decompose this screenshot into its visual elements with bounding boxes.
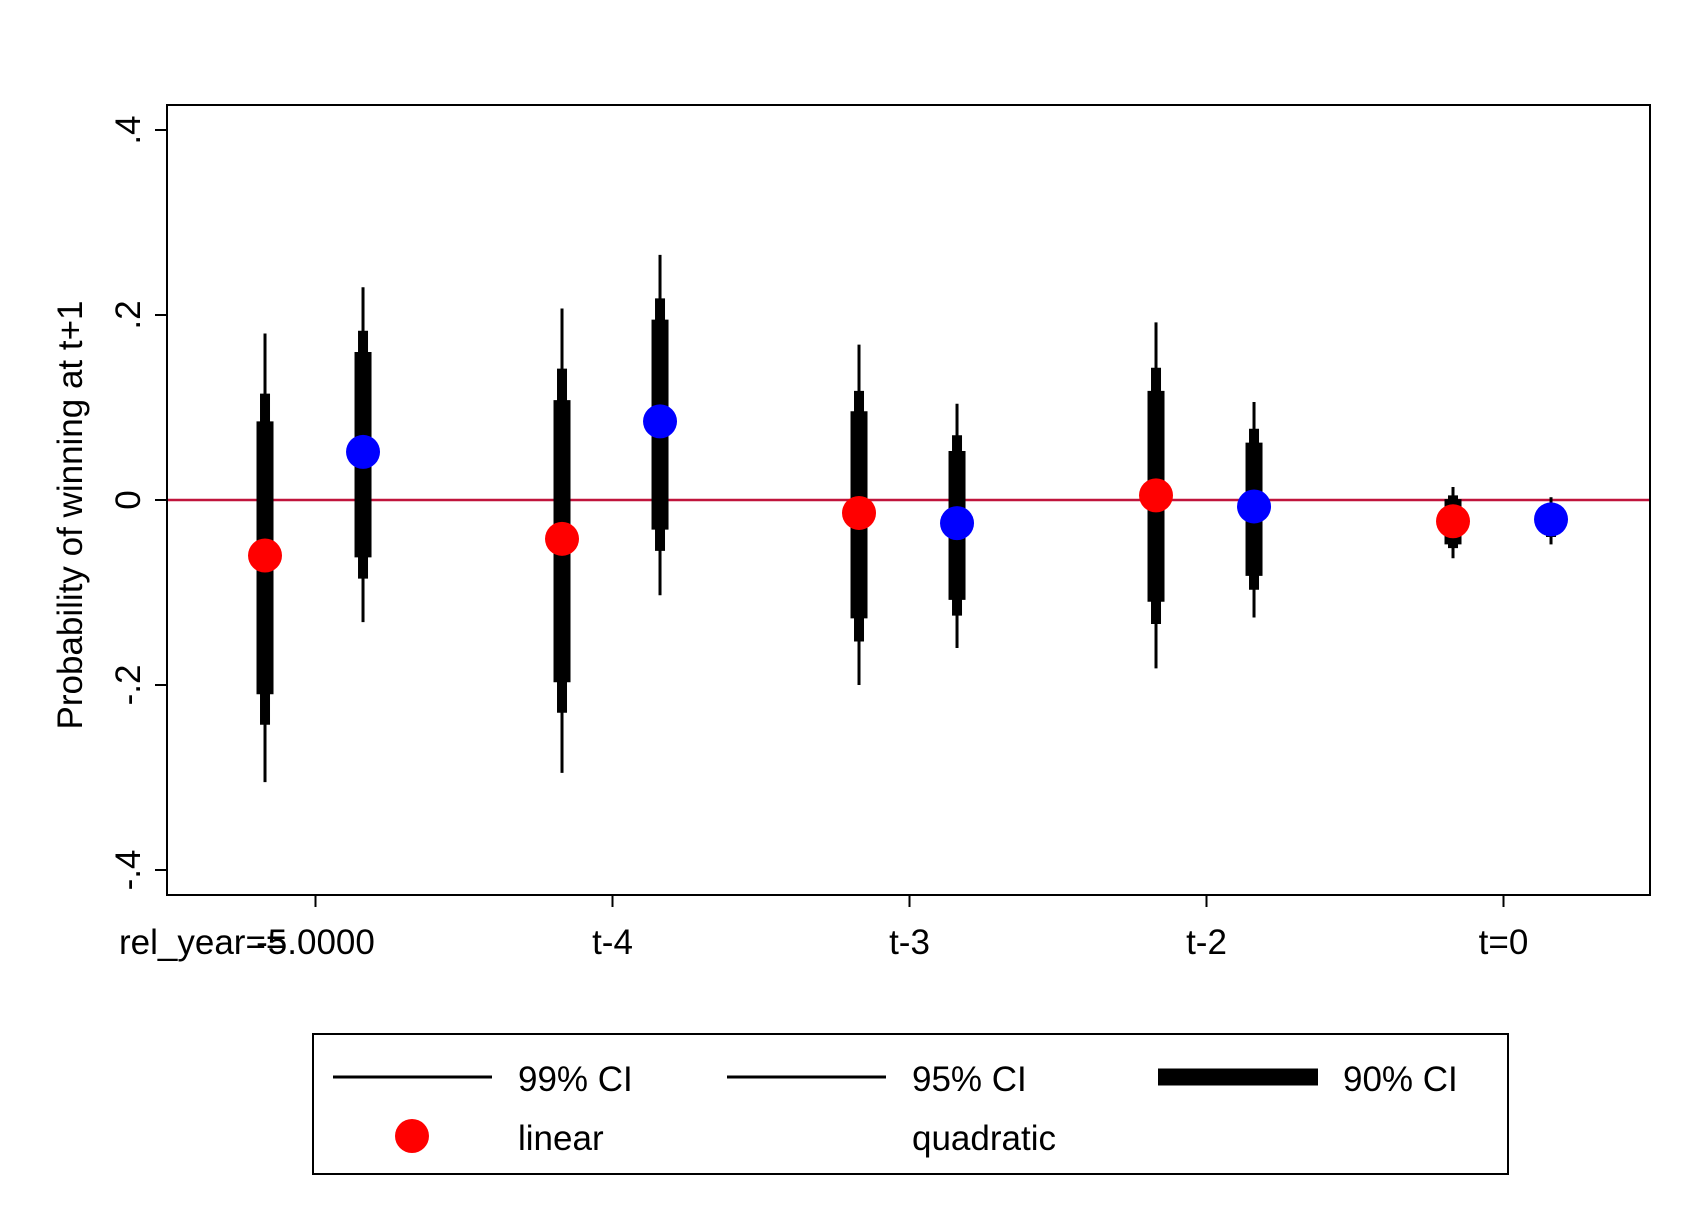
legend-box [312,1033,1509,1175]
legend-label-1: 95% CI [912,1060,1027,1099]
plot-layer [167,254,1650,783]
point-linear-0 [248,538,283,573]
y-tick-label-4: .4 [109,115,148,144]
y-tick-label-3: .2 [109,300,148,329]
x-tick-label-2: t-3 [889,923,930,962]
legend-label-4: quadratic [912,1119,1056,1158]
point-linear-2 [842,495,877,530]
legend-key-3 [395,1119,429,1153]
point-quadratic-0 [346,434,381,469]
y-tick-label-1: -.2 [109,665,148,706]
point-quadratic-4 [1534,502,1569,537]
point-linear-4 [1436,504,1471,539]
legend: 99% CI 95% CI 90% CI linear quadratic [312,1033,1509,1175]
x-tick-label-1: t-4 [592,923,633,962]
x-tick-label-0: -5.0000 [256,923,375,962]
y-tick-label-0: -.4 [109,850,148,891]
y-tick-label-2: 0 [109,490,148,509]
legend-label-3: linear [518,1119,604,1158]
x-tick-label-3: t-2 [1186,923,1227,962]
legend-label-2: 90% CI [1343,1060,1458,1099]
x-tick-label-4: t=0 [1479,923,1529,962]
point-quadratic-3 [1237,489,1272,524]
point-linear-3 [1139,478,1174,513]
point-quadratic-2 [940,506,975,541]
y-axis-title: Probability of winning at t+1 [51,300,90,729]
axes-layer: -.4 -.2 0 .2 .4 -5.0000 t-4 t-3 t-2 t=0 rel_year== [109,104,1651,962]
point-quadratic-1 [643,404,678,439]
x-axis-prefix-label: rel_year== [119,923,286,962]
point-linear-1 [545,521,580,556]
legend-label-0: 99% CI [518,1060,633,1099]
